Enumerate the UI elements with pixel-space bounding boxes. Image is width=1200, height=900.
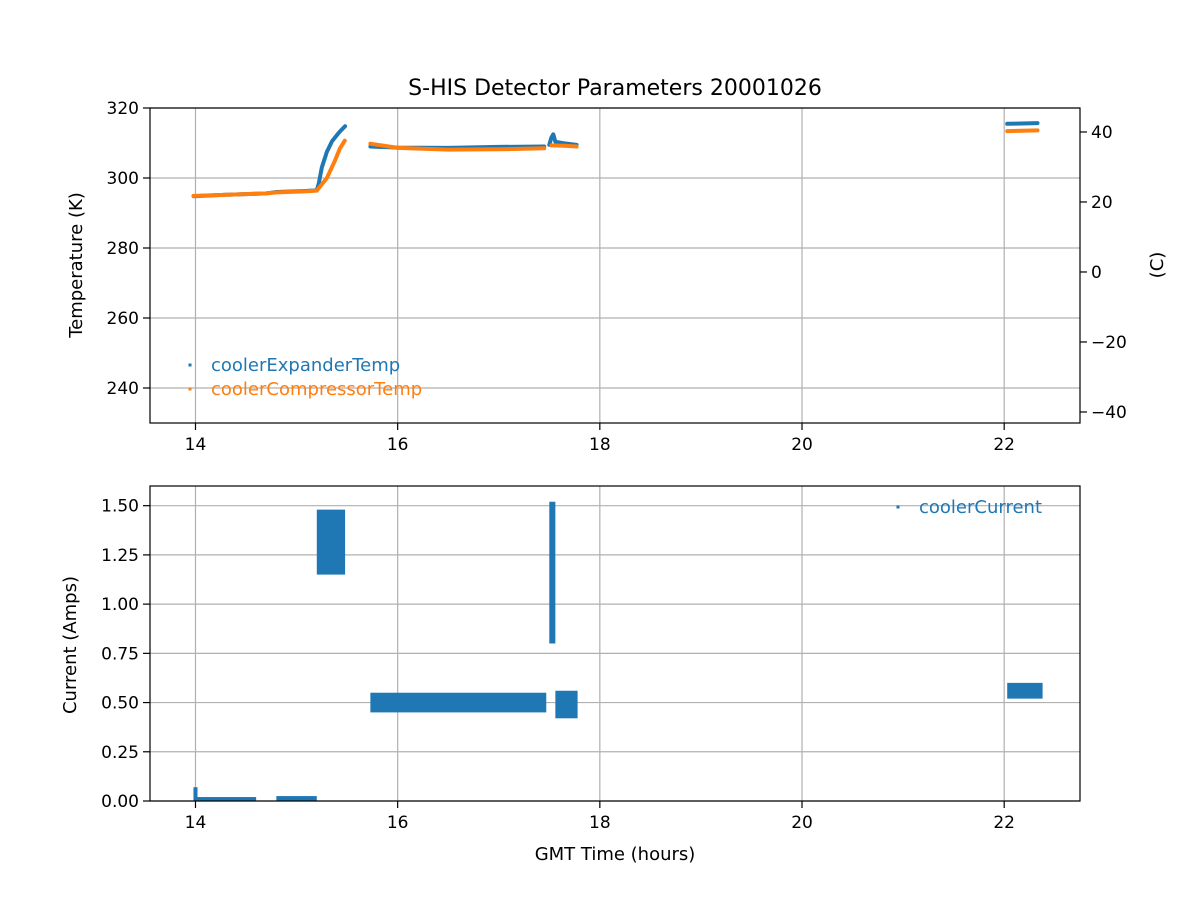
coolerCurrent-point-cluster <box>549 501 556 644</box>
x-tick-label: 22 <box>993 435 1015 455</box>
current-y-axis-label: Current (Amps) <box>60 576 81 714</box>
y2-tick-label: 20 <box>1091 193 1113 213</box>
chart-title: S-HIS Detector Parameters 20001026 <box>408 76 822 101</box>
y-tick-label: 300 <box>107 169 139 189</box>
x-tick-label: 16 <box>387 435 409 455</box>
coolerCompressorTemp-trace <box>191 138 348 198</box>
x-tick-label: 20 <box>791 435 813 455</box>
legend-marker <box>896 505 900 509</box>
coolerCompressorTemp-trace <box>1005 128 1040 134</box>
series-coolerCurrent <box>193 501 1043 801</box>
y-tick-label: 1.00 <box>101 595 139 615</box>
plot-frame <box>149 485 1081 802</box>
y2-tick-label: −40 <box>1091 403 1127 423</box>
temperature-panel: 14 16 18 20 22 240 260 280 300 320 −40 −20 0 20 40 cool… <box>107 99 1127 455</box>
legend-label: coolerExpanderTemp <box>211 355 400 376</box>
coolerCurrent-point-cluster <box>195 797 257 801</box>
y2-tick-label: 40 <box>1091 123 1113 143</box>
x-tick-label: 18 <box>589 435 611 455</box>
temperature-y-axis-label: Temperature (K) <box>66 192 87 339</box>
coolerCurrent-point-cluster <box>276 796 317 801</box>
y-tick-label: 260 <box>107 309 139 329</box>
coolerCurrent-point-cluster <box>316 509 346 575</box>
time-x-axis-label: GMT Time (hours) <box>535 844 696 865</box>
series-coolerCompressorTemp <box>191 128 1040 198</box>
coolerCurrent-point-cluster <box>555 690 578 719</box>
x-tick-label: 14 <box>185 813 207 833</box>
x-tick-label: 20 <box>791 813 813 833</box>
y2-tick-label: −20 <box>1091 333 1127 353</box>
legend: coolerCurrent <box>896 497 1042 518</box>
y-tick-label: 240 <box>107 379 139 399</box>
legend-marker <box>188 387 192 391</box>
coolerCurrent-point-cluster <box>1007 682 1043 699</box>
y2-tick-label: 0 <box>1091 263 1102 283</box>
coolerExpanderTemp-trace <box>547 132 579 147</box>
legend-marker <box>188 363 192 367</box>
coolerCompressorTemp-trace <box>368 141 547 152</box>
y-tick-label: 1.50 <box>101 497 139 517</box>
x-tick-label: 16 <box>387 813 409 833</box>
y-tick-label: 0.00 <box>101 792 139 812</box>
legend: coolerExpanderTemp coolerCompressorTemp <box>188 355 422 400</box>
x-tick-label: 22 <box>993 813 1015 833</box>
coolerExpanderTemp-trace <box>1005 121 1040 126</box>
coolerCurrent-point-cluster <box>370 692 547 713</box>
y-tick-label: 0.50 <box>101 694 139 714</box>
celsius-y-axis-label: (C) <box>1147 252 1168 279</box>
y-tick-label: 0.75 <box>101 644 139 664</box>
coolerCurrent-point-cluster <box>193 787 198 801</box>
x-tick-label: 18 <box>589 813 611 833</box>
current-panel: 14 16 18 20 22 0.00 0.25 0.50 0.75 1.00 1.25 1.50 co… <box>101 485 1081 833</box>
legend-label: coolerCompressorTemp <box>211 379 422 400</box>
x-tick-label: 14 <box>185 435 207 455</box>
y-tick-label: 280 <box>107 239 139 259</box>
y-tick-label: 320 <box>107 99 139 119</box>
legend-label: coolerCurrent <box>919 497 1042 518</box>
plot-frame <box>149 107 1081 424</box>
coolerCompressorTemp-trace <box>549 143 579 149</box>
y-tick-label: 0.25 <box>101 743 139 763</box>
y-tick-label: 1.25 <box>101 546 139 566</box>
